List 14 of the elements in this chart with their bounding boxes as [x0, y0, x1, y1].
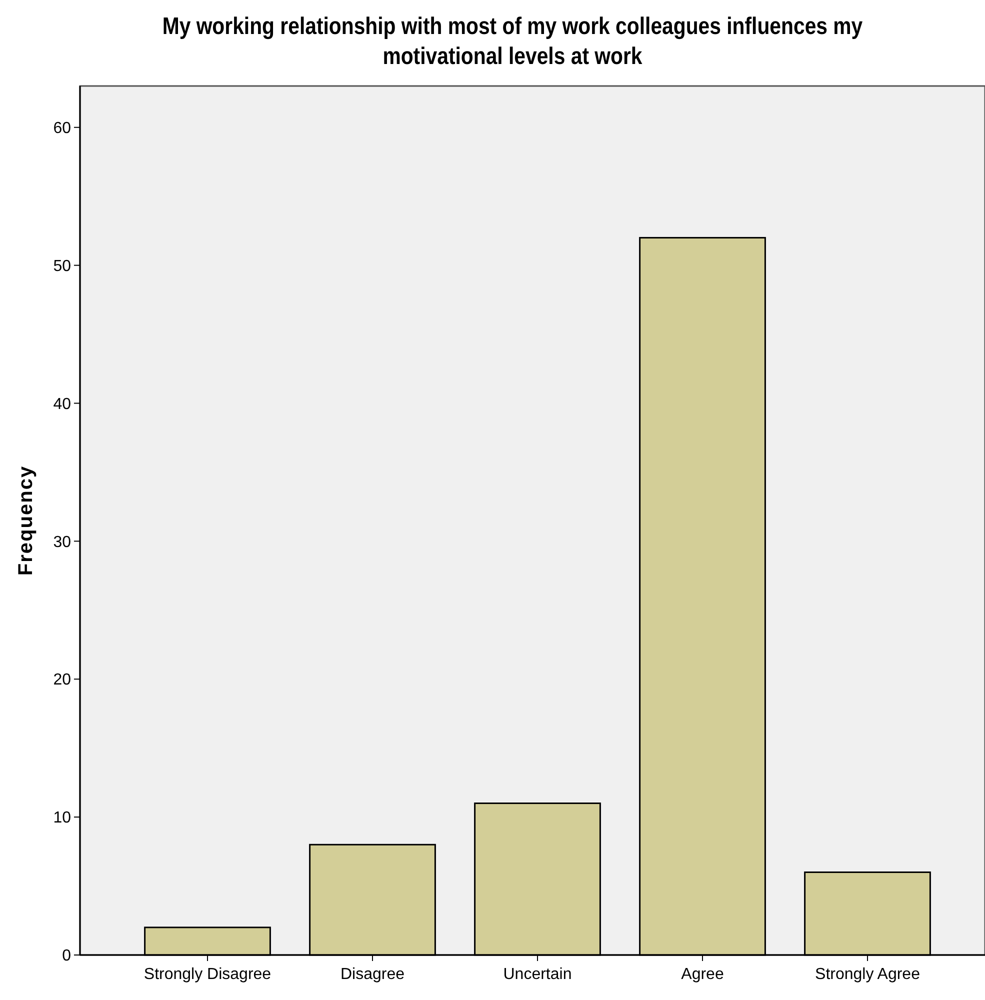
x-tick-label: Disagree	[340, 966, 405, 983]
y-tick-label: 0	[62, 948, 72, 965]
x-tick-label: Strongly Agree	[815, 966, 920, 983]
chart-title: My working relationship with most of my work colleagues influences my motivational levels at work	[162, 12, 864, 70]
y-axis-title: Frequency	[15, 465, 37, 576]
y-tick-label: 40	[53, 396, 72, 413]
y-tick-label: 10	[53, 810, 72, 827]
x-tick-label: Uncertain	[503, 966, 572, 983]
y-tick-label: 20	[53, 672, 72, 689]
y-tick-label: 60	[53, 120, 72, 137]
y-tick-label: 50	[53, 258, 72, 275]
x-tick-label: Agree	[681, 966, 724, 983]
y-tick-label: 30	[53, 534, 72, 551]
x-tick-label: Strongly Disagree	[144, 966, 272, 983]
